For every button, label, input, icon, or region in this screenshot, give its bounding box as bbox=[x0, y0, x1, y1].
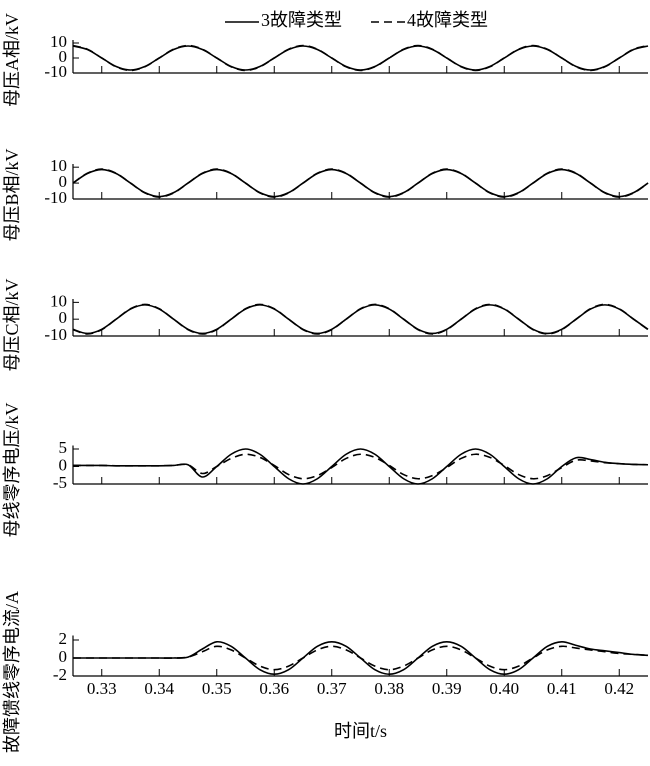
data-line bbox=[72, 168, 649, 198]
y-tick-label: 0 bbox=[59, 47, 68, 66]
y-axis-label: 母压B相/kV bbox=[2, 148, 22, 241]
y-tick-label: -10 bbox=[44, 62, 67, 81]
y-tick-label: 0 bbox=[59, 647, 68, 666]
x-tick-label: 0.33 bbox=[87, 679, 117, 698]
x-tick-label: 0.36 bbox=[259, 679, 289, 698]
y-tick-label: 0 bbox=[59, 172, 68, 191]
y-tick-label: 2 bbox=[59, 629, 68, 648]
data-line bbox=[72, 44, 649, 72]
y-tick-label: 0 bbox=[59, 308, 68, 327]
y-tick-label: -10 bbox=[44, 325, 67, 344]
y-axis-label: 故障馈线零序电流/A bbox=[2, 591, 22, 753]
x-tick-label: 0.37 bbox=[317, 679, 347, 698]
y-axis-label: 母线零序电压/kV bbox=[2, 402, 22, 537]
x-axis-label: 时间t/s bbox=[334, 721, 387, 741]
legend-label: 3故障类型 bbox=[261, 10, 342, 30]
x-tick-label: 0.41 bbox=[547, 679, 577, 698]
x-tick-label: 0.35 bbox=[202, 679, 232, 698]
data-line bbox=[73, 645, 649, 671]
x-tick-label: 0.42 bbox=[604, 679, 634, 698]
y-tick-label: -5 bbox=[53, 473, 67, 492]
y-tick-label: 10 bbox=[50, 156, 67, 175]
data-line bbox=[73, 453, 649, 480]
x-tick-label: 0.34 bbox=[144, 679, 174, 698]
x-tick-label: 0.38 bbox=[374, 679, 404, 698]
y-tick-label: 0 bbox=[59, 455, 68, 474]
x-tick-label: 0.39 bbox=[432, 679, 462, 698]
y-tick-label: 10 bbox=[50, 32, 67, 51]
y-tick-label: -2 bbox=[53, 665, 67, 684]
y-tick-label: 10 bbox=[50, 291, 67, 310]
y-axis-label: 母压C相/kV bbox=[2, 278, 22, 371]
x-tick-label: 0.40 bbox=[489, 679, 519, 698]
y-axis-label: 母压A相/kV bbox=[2, 13, 22, 107]
y-tick-label: -10 bbox=[44, 188, 67, 207]
legend-label: 4故障类型 bbox=[407, 10, 488, 30]
data-line bbox=[72, 303, 649, 335]
y-tick-label: 5 bbox=[59, 438, 68, 457]
